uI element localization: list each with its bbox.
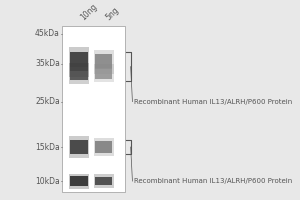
Text: 10ng: 10ng [79,2,99,22]
Bar [69,47,89,77]
Bar [94,64,114,82]
Text: Recombinant Human IL13/ALRH/P600 Protein: Recombinant Human IL13/ALRH/P600 Protein [134,99,292,105]
Bar [69,136,89,158]
Text: 25kDa: 25kDa [35,97,60,106]
Bar [95,141,112,153]
Bar [70,67,88,80]
Bar [70,140,88,154]
Bar [70,176,88,186]
Text: 15kDa: 15kDa [35,143,60,152]
Text: 5ng: 5ng [104,5,120,22]
Text: 35kDa: 35kDa [35,59,60,68]
Bar [62,26,125,192]
Bar [69,63,89,84]
Bar [70,52,88,71]
Bar [95,54,112,69]
Bar [94,138,114,156]
Bar [94,50,114,74]
Bar [95,177,112,185]
Bar [69,174,89,189]
Bar [94,174,114,188]
Bar [95,68,112,79]
Text: 45kDa: 45kDa [35,29,60,38]
Text: Recombinant Human IL13/ALRH/P600 Protein: Recombinant Human IL13/ALRH/P600 Protein [134,178,292,184]
Text: 10kDa: 10kDa [35,177,60,186]
